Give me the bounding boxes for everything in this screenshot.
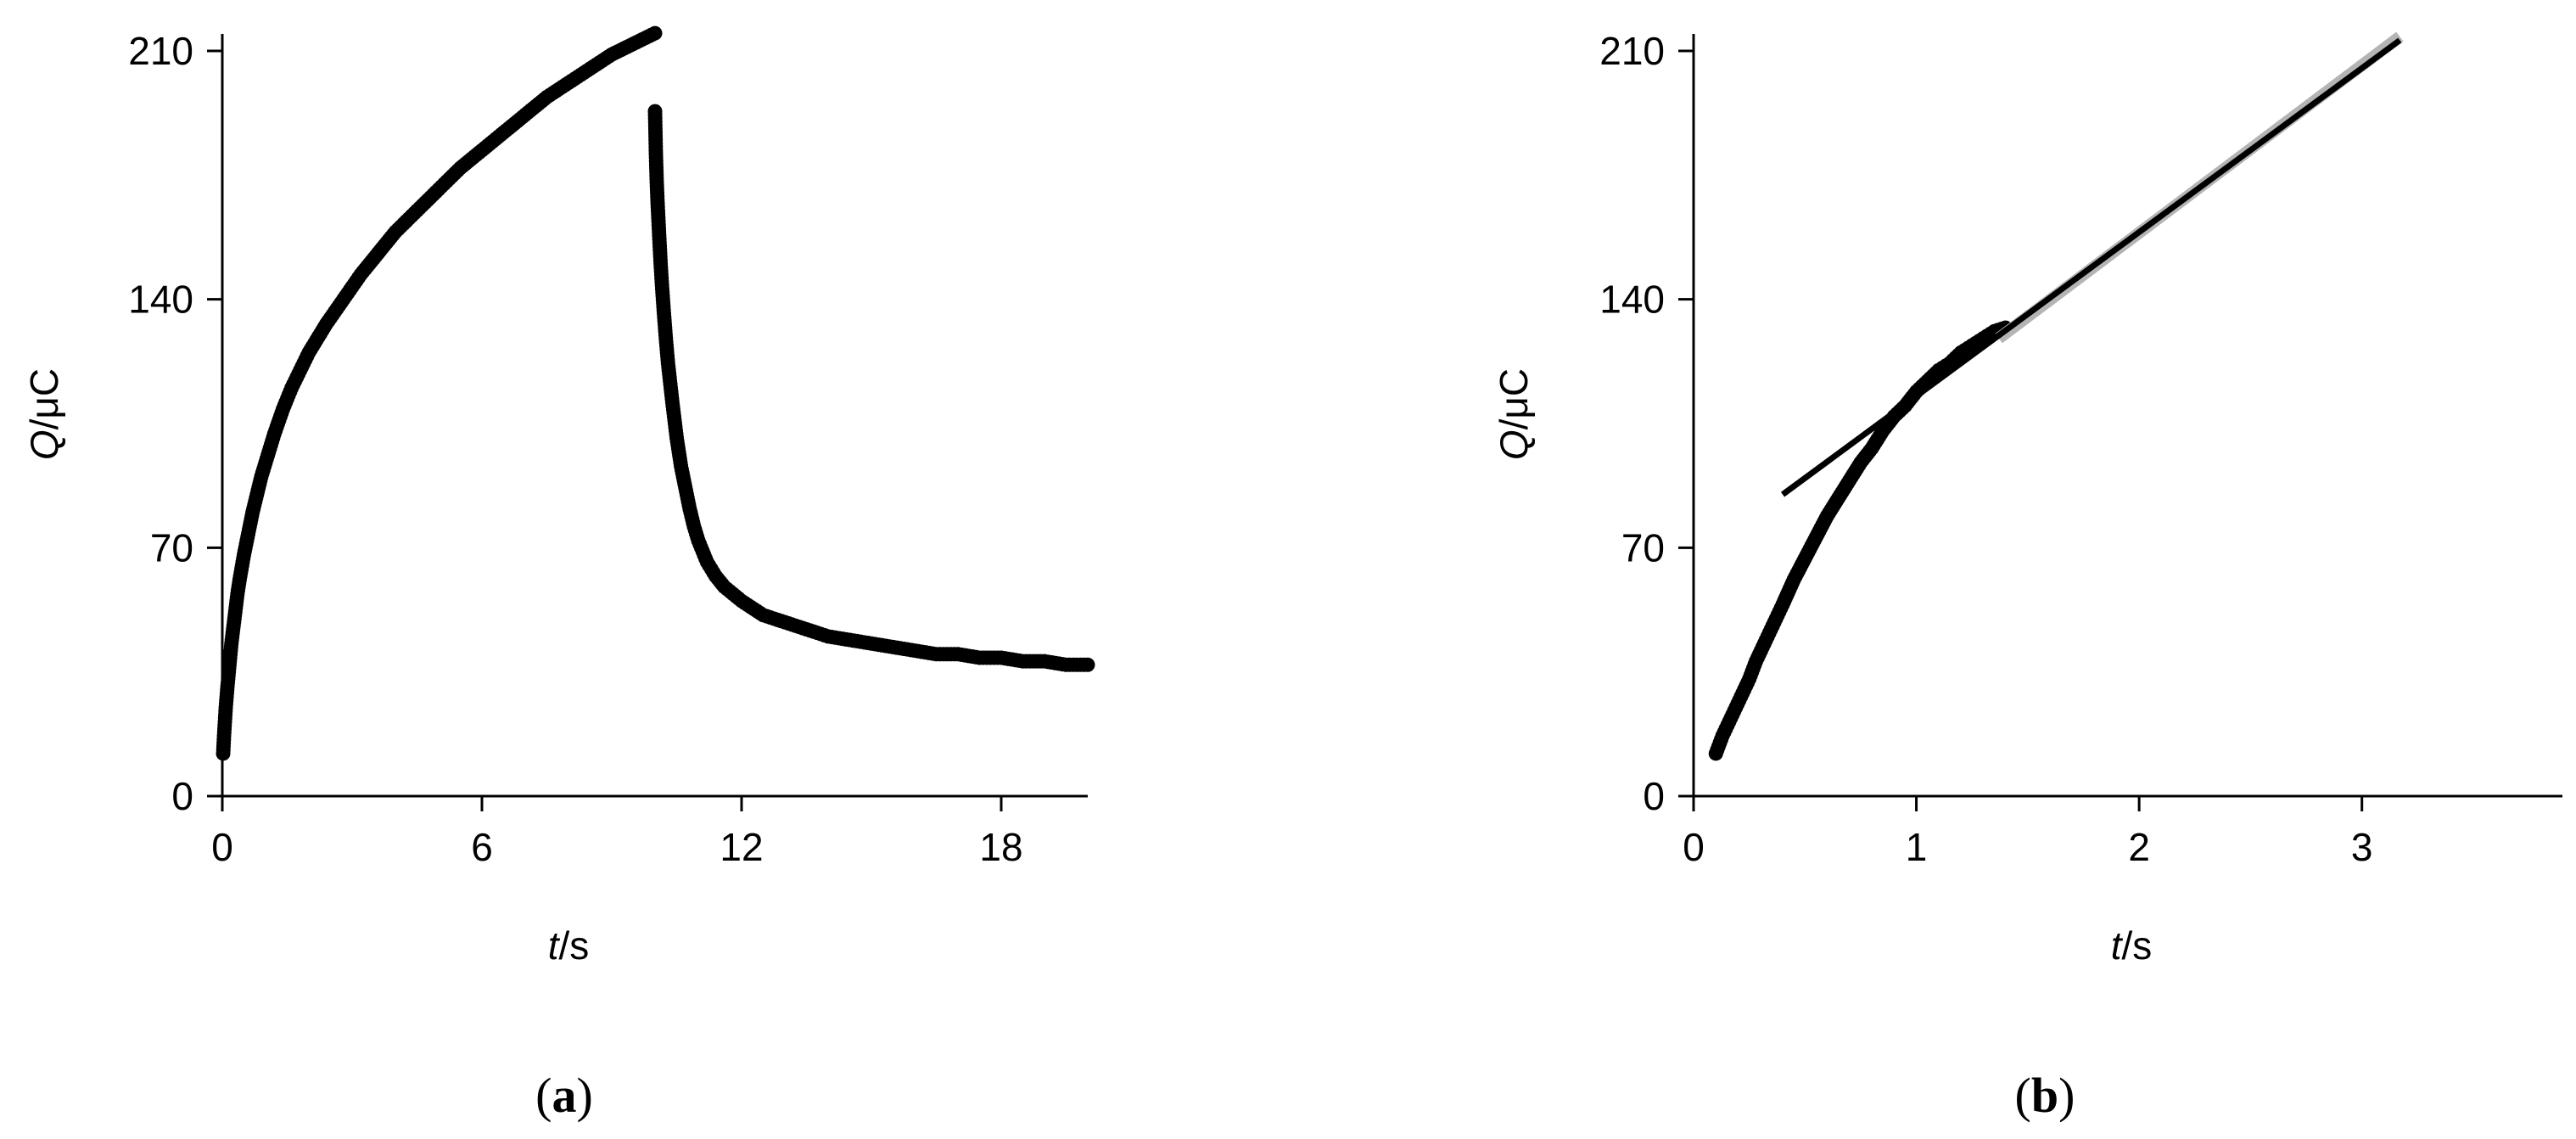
panel-b: 0 70 140 210 0 1 2 3 t/s Q/μC (b) xyxy=(1492,29,2562,1123)
panel-label-b: (b) xyxy=(2015,1068,2075,1123)
data-marks-a xyxy=(216,25,1095,761)
y-tick-label: 210 xyxy=(128,29,193,73)
x-tick-label: 12 xyxy=(720,825,763,869)
y-axis-unit: /μC xyxy=(1492,368,1536,430)
x-tick-label: 6 xyxy=(471,825,493,869)
x-tick-label: 18 xyxy=(979,825,1022,869)
y-axis-symbol: Q xyxy=(22,429,66,460)
x-tick-label: 0 xyxy=(211,825,233,869)
series-2-line xyxy=(1780,37,2402,497)
x-axis-title: t/s xyxy=(548,923,590,968)
data-point xyxy=(1077,657,1092,672)
y-tick-label: 0 xyxy=(1643,774,1665,818)
x-axis-symbol: t xyxy=(548,923,561,968)
y-axis-symbol: Q xyxy=(1492,429,1536,460)
y-tick-label: 140 xyxy=(128,278,193,322)
x-tick-label: 0 xyxy=(1683,825,1705,869)
panel-letter-b: b xyxy=(2031,1068,2058,1123)
x-axis-unit: /s xyxy=(2122,923,2153,968)
y-tick-label: 0 xyxy=(171,774,193,818)
x-axis-unit: /s xyxy=(559,923,590,968)
panel-label-a: (a) xyxy=(535,1068,593,1123)
ticks-b: 0 70 140 210 0 1 2 3 xyxy=(1599,29,2372,869)
data-marks-b xyxy=(1708,31,2404,761)
y-axis-title: Q/μC xyxy=(1492,368,1536,460)
y-axis-title: Q/μC xyxy=(22,368,66,460)
ticks-a: 0 70 140 210 0 6 12 18 xyxy=(128,29,1022,869)
x-axis-symbol: t xyxy=(2111,923,2124,968)
y-axis-unit: /μC xyxy=(22,368,66,430)
y-tick-label: 140 xyxy=(1599,278,1665,322)
panel-a: 0 70 140 210 0 6 12 18 t/s Q/μC (a) xyxy=(22,25,1095,1123)
y-tick-label: 210 xyxy=(1599,29,1665,73)
x-tick-label: 3 xyxy=(2351,825,2373,869)
panel-letter-a: a xyxy=(552,1068,577,1123)
x-tick-label: 1 xyxy=(1906,825,1928,869)
y-tick-label: 70 xyxy=(1621,525,1665,570)
x-axis-title: t/s xyxy=(2111,923,2153,968)
x-tick-label: 2 xyxy=(2128,825,2150,869)
y-tick-label: 70 xyxy=(150,525,193,570)
data-point xyxy=(644,27,659,42)
